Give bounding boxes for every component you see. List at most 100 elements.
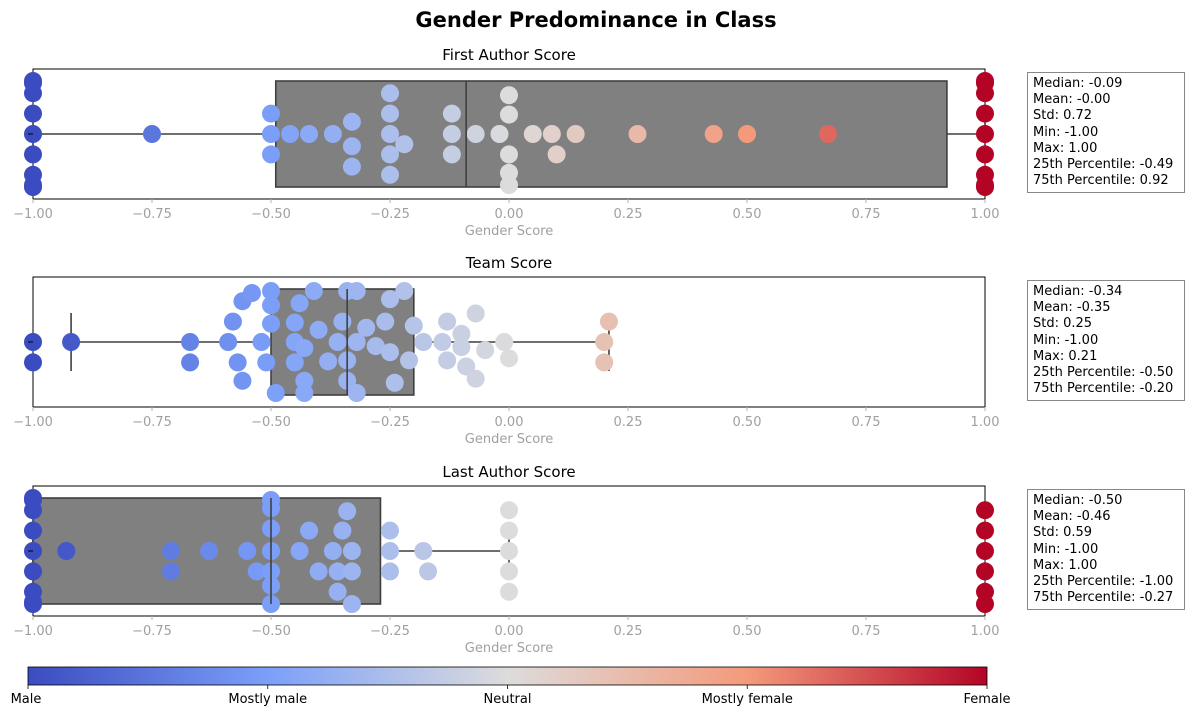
- x-tick-label: −0.50: [251, 415, 291, 430]
- panel-title: Team Score: [465, 254, 552, 272]
- stats-line: Std: 0.59: [1033, 525, 1093, 541]
- data-point: [262, 314, 280, 333]
- x-tick-label: 0.25: [614, 624, 643, 639]
- data-point: [347, 282, 366, 300]
- x-tick-label: 0.00: [495, 415, 524, 430]
- x-tick-label: −0.50: [251, 624, 291, 639]
- x-tick-label: −0.75: [132, 624, 172, 639]
- swarm: [24, 71, 994, 197]
- data-point: [381, 145, 399, 164]
- data-point: [24, 521, 42, 540]
- data-point: [381, 521, 399, 540]
- panel: First Author Score −1.00 −0.75 −0.50 −0.25 0.…: [13, 46, 999, 239]
- data-point: [223, 312, 242, 331]
- data-point: [381, 165, 399, 184]
- stats-line: Max: 1.00: [1033, 140, 1098, 156]
- colorbar-label: Mostly male: [228, 692, 307, 707]
- stats-line: Min: -1.00: [1033, 332, 1099, 348]
- data-point: [328, 333, 347, 351]
- data-point: [976, 521, 994, 540]
- x-tick-label: −0.25: [370, 415, 410, 430]
- data-point: [162, 542, 181, 560]
- data-point: [457, 357, 476, 376]
- x-axis-label: Gender Score: [465, 224, 553, 239]
- data-point: [342, 137, 361, 156]
- data-point: [381, 84, 399, 103]
- data-point: [319, 352, 338, 371]
- data-point: [24, 145, 42, 164]
- data-point: [228, 353, 247, 372]
- data-point: [262, 104, 280, 123]
- data-point: [500, 582, 518, 601]
- data-point: [281, 125, 300, 143]
- data-point: [438, 312, 457, 331]
- data-point: [24, 178, 42, 197]
- data-point: [24, 84, 42, 103]
- data-point: [466, 369, 485, 388]
- data-point: [290, 294, 309, 313]
- x-tick-label: −1.00: [13, 415, 53, 430]
- data-point: [295, 339, 314, 358]
- data-point: [347, 333, 366, 351]
- stats-line: Median: -0.34: [1033, 284, 1123, 299]
- data-point: [500, 501, 518, 520]
- x-tick-label: −0.75: [132, 415, 172, 430]
- data-point: [242, 284, 261, 303]
- stats-box: Median: -0.50 Mean: -0.46 Std: 0.59 Min: -1…: [1027, 489, 1185, 611]
- colorbar: Male Mostly male Neutral Mostly female Femal…: [11, 666, 1011, 707]
- x-tick-label: −0.25: [370, 624, 410, 639]
- data-point: [381, 104, 399, 123]
- data-point: [442, 125, 461, 143]
- data-point: [57, 542, 76, 560]
- stats-line: Mean: -0.00: [1033, 92, 1111, 108]
- x-tick-label: 0.25: [614, 415, 643, 430]
- data-point: [500, 562, 518, 581]
- x-tick-label: −0.50: [251, 207, 291, 222]
- data-point: [500, 542, 518, 560]
- data-point: [438, 351, 457, 370]
- panel-title: First Author Score: [442, 46, 576, 64]
- data-point: [452, 324, 471, 343]
- x-tick-label: 1.00: [971, 415, 1000, 430]
- data-point: [976, 125, 994, 143]
- data-point: [490, 125, 509, 143]
- data-point: [500, 176, 518, 194]
- data-point: [466, 125, 485, 143]
- colorbar-gradient: [27, 666, 988, 686]
- data-point: [976, 542, 994, 560]
- figure-title: Gender Predominance in Class: [415, 8, 776, 32]
- data-point: [419, 562, 438, 581]
- data-point: [976, 562, 994, 581]
- data-point: [262, 595, 280, 614]
- data-point: [342, 112, 361, 131]
- data-point: [24, 353, 42, 372]
- data-point: [357, 318, 376, 337]
- panel-title: Last Author Score: [442, 463, 575, 481]
- data-point: [476, 341, 495, 360]
- x-tick-label: 0.00: [495, 624, 524, 639]
- stats-line: 25th Percentile: -0.50: [1033, 365, 1174, 381]
- x-axis-label: Gender Score: [465, 641, 553, 656]
- data-point: [143, 125, 161, 143]
- stats-line: 75th Percentile: -0.20: [1033, 381, 1174, 397]
- data-point: [333, 312, 352, 331]
- data-point: [404, 316, 423, 335]
- x-tick-label: −1.00: [13, 207, 53, 222]
- data-point: [366, 337, 385, 356]
- data-point: [381, 343, 399, 362]
- data-point: [976, 178, 994, 197]
- x-tick-label: −0.75: [132, 207, 172, 222]
- data-point: [24, 104, 42, 123]
- data-point: [976, 595, 994, 614]
- data-point: [342, 542, 361, 560]
- data-point: [24, 595, 42, 614]
- data-point: [262, 125, 280, 143]
- swarm: [24, 488, 994, 614]
- data-point: [285, 353, 304, 372]
- data-point: [323, 542, 342, 560]
- x-tick-label: 0.75: [852, 624, 881, 639]
- data-point: [495, 333, 514, 351]
- data-point: [262, 282, 280, 300]
- data-point: [381, 290, 399, 309]
